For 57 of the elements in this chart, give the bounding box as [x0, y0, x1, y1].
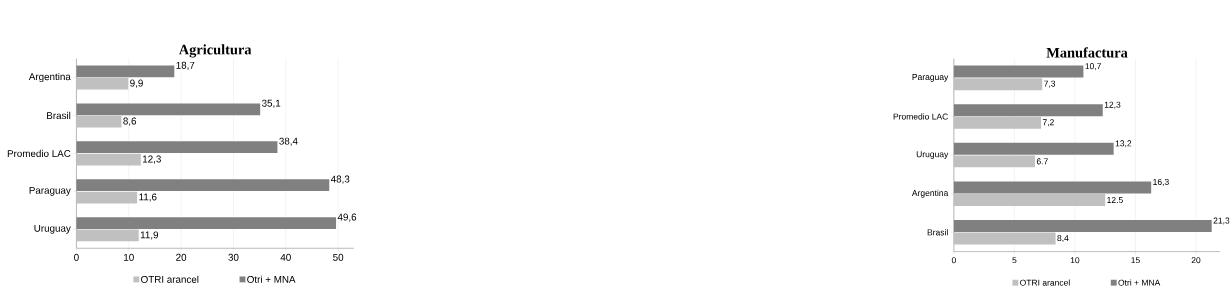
y-tick-label: Brasil: [47, 111, 71, 119]
y-tick-label: Brasil: [927, 229, 948, 236]
x-tick-label: 20: [1191, 257, 1201, 264]
data-label: 11,6: [139, 193, 157, 202]
data-label: 18,7: [176, 61, 195, 70]
chart-title: Agricultura: [178, 44, 252, 58]
data-label: 8,4: [1057, 234, 1069, 242]
chart-title: Manufactura: [1046, 47, 1128, 58]
y-tick-label: Argentina: [911, 189, 949, 198]
data-label: 10,7: [1085, 63, 1101, 71]
bar: [76, 115, 122, 128]
data-label: 48,3: [330, 175, 350, 184]
data-label: 6.7: [1036, 158, 1048, 165]
data-label: 35,1: [261, 99, 281, 108]
bar: [76, 191, 138, 204]
x-tick-label: 40: [280, 253, 291, 261]
legend-label: OTRI arancel: [141, 275, 199, 283]
data-label: 11,9: [140, 231, 159, 240]
data-label: 12.5: [1107, 196, 1123, 203]
y-tick-label: Paraguay: [912, 73, 949, 82]
data-label: 7,2: [1042, 119, 1054, 127]
legend-label: Otri + MNA: [1118, 279, 1161, 286]
x-tick-label: 0: [951, 257, 956, 264]
y-tick-label: Paraguay: [29, 186, 71, 196]
legend-label: Otri + MNA: [247, 275, 296, 283]
y-tick-label: Promedio LAC: [893, 113, 948, 120]
bar: [953, 155, 1035, 168]
y-tick-label: Uruguay: [916, 151, 949, 159]
x-tick-label: 0: [74, 253, 79, 261]
data-label: 12,3: [1104, 101, 1121, 109]
data-label: 38,4: [279, 137, 298, 146]
data-label: 16,3: [1153, 178, 1169, 186]
x-tick-label: 20: [176, 253, 187, 261]
bar: [76, 77, 129, 90]
data-label: 8,6: [123, 117, 137, 126]
bar: [953, 193, 1106, 206]
x-tick-label: 5: [1012, 257, 1017, 264]
legend-label: OTRI arancel: [1020, 279, 1070, 286]
bar: [76, 229, 139, 242]
data-label: 49,6: [337, 213, 357, 222]
data-label: 9,9: [130, 79, 143, 88]
bar: [953, 78, 1043, 91]
data-label: 13,2: [1115, 140, 1132, 148]
x-tick-label: 10: [1070, 257, 1080, 264]
data-label: 12,3: [143, 155, 161, 164]
x-tick-label: 50: [333, 253, 344, 261]
data-label: 21,3: [1213, 217, 1230, 225]
y-tick-label: Argentina: [28, 72, 71, 82]
data-label: 7,3: [1044, 80, 1056, 88]
x-tick-label: 10: [124, 253, 134, 261]
x-tick-label: 30: [228, 253, 239, 261]
x-tick-label: 15: [1131, 257, 1140, 264]
bar: [76, 153, 141, 166]
bar: [953, 116, 1042, 129]
bar: [953, 232, 1056, 245]
y-tick-label: Uruguay: [34, 224, 71, 234]
y-tick-label: Promedio LAC: [7, 149, 71, 157]
